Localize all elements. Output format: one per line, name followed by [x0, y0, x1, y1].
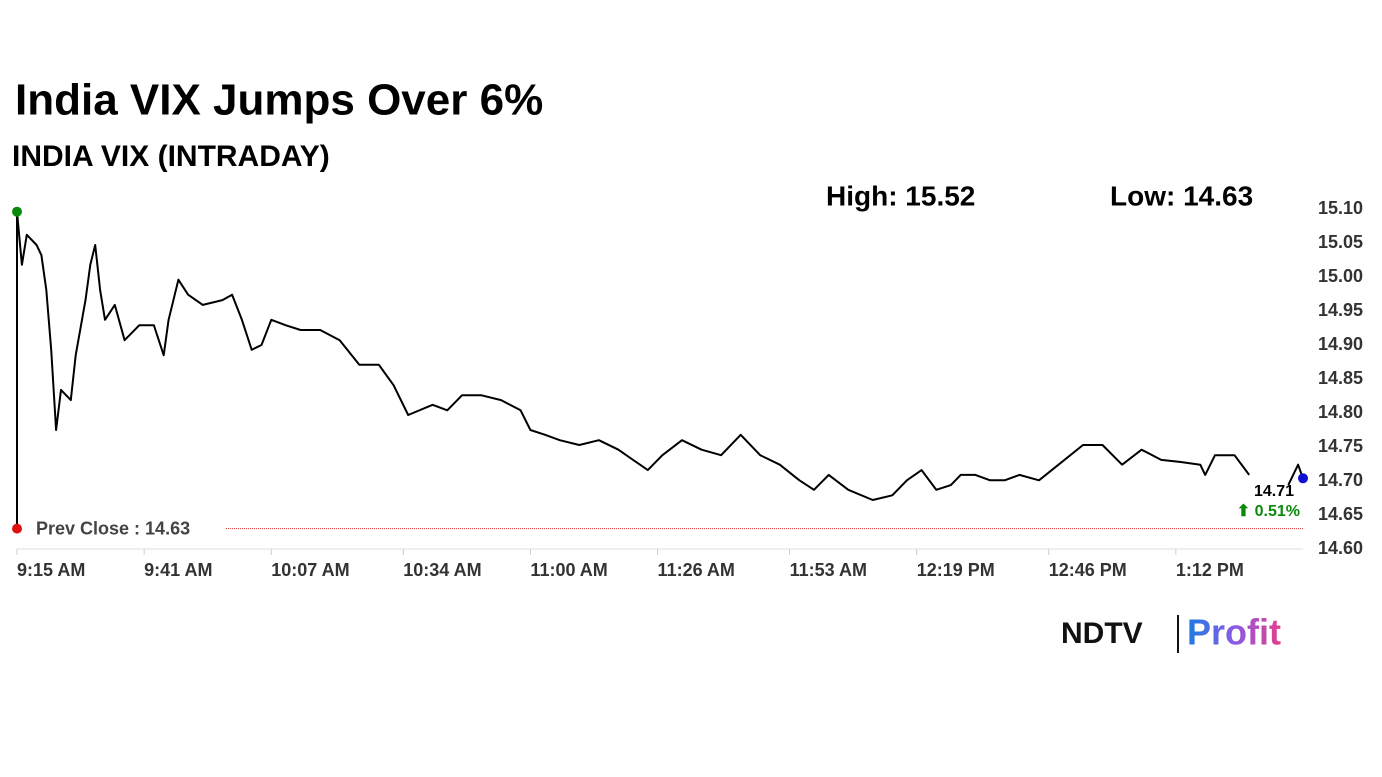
x-tick-label: 1:12 PM [1176, 560, 1244, 580]
x-tick-label: 9:15 AM [17, 560, 85, 580]
y-tick-label: 14.85 [1318, 368, 1363, 388]
high-label: High: 15.52 [826, 180, 975, 211]
last-value-label: 14.71 [1254, 483, 1294, 500]
change-label: ⬆ 0.51% [1237, 503, 1300, 520]
y-tick-label: 14.65 [1318, 504, 1363, 524]
y-tick-label: 14.95 [1318, 300, 1363, 320]
x-tick-label: 10:34 AM [403, 560, 481, 580]
x-tick-label: 12:46 PM [1049, 560, 1127, 580]
x-tick-label: 12:19 PM [917, 560, 995, 580]
y-tick-label: 14.70 [1318, 470, 1363, 490]
x-tick-label: 11:53 AM [790, 560, 867, 580]
x-tick-label: 11:00 AM [530, 560, 607, 580]
y-tick-label: 15.05 [1318, 232, 1363, 252]
x-tick-label: 11:26 AM [658, 560, 735, 580]
last-dot [1298, 473, 1308, 484]
x-tick-label: 10:07 AM [271, 560, 349, 580]
y-tick-label: 15.10 [1318, 198, 1363, 218]
y-tick-label: 15.00 [1318, 266, 1363, 286]
low-label: Low: 14.63 [1110, 180, 1253, 211]
logo-profit: Profit [1187, 612, 1281, 653]
y-tick-label: 14.60 [1318, 538, 1363, 558]
start-dot [12, 523, 22, 534]
y-tick-label: 14.80 [1318, 402, 1363, 422]
prev-close-label: Prev Close : 14.63 [36, 518, 190, 538]
open-dot [12, 206, 22, 217]
y-tick-label: 14.75 [1318, 436, 1363, 456]
x-tick-label: 9:41 AM [144, 560, 212, 580]
chart-subtitle: INDIA VIX (INTRADAY) [12, 140, 330, 173]
chart-title: India VIX Jumps Over 6% [15, 76, 543, 125]
logo-ndtv: NDTV [1061, 617, 1143, 650]
vix-line [16, 210, 1304, 529]
y-tick-label: 14.90 [1318, 334, 1363, 354]
